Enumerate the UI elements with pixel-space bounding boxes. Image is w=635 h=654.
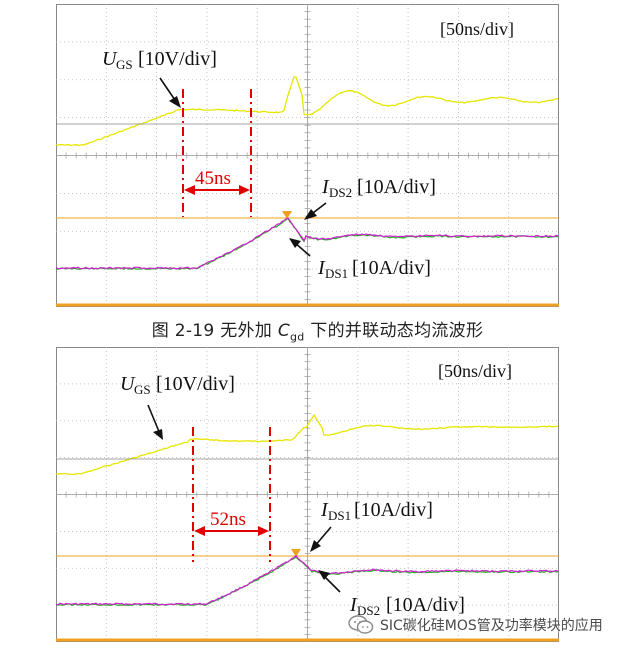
upper-current-arrow [304, 202, 327, 220]
watermark-text: SIC碳化硅MOS管及功率模块的应用 [380, 618, 603, 634]
lower-current-arrow [289, 238, 311, 257]
caption-variable: C [277, 321, 290, 341]
wechat-icon [348, 615, 374, 634]
ugs-arrow [147, 404, 163, 440]
ugs-subscript: GS [134, 382, 151, 397]
ids-trace-magenta [56, 217, 559, 270]
delay-arrow [194, 526, 269, 536]
ugs-arrow [159, 77, 181, 108]
lower-current-arrow [318, 570, 341, 593]
oscilloscope-figure-1: [50ns/div] U GS [10V/div] 45ns I DS2 [10… [56, 4, 559, 307]
lower-current-subscript: DS1 [325, 266, 348, 281]
lower-current-scale: [10A/div] [386, 594, 465, 616]
watermark: SIC碳化硅MOS管及功率模块的应用 [348, 612, 603, 638]
lower-current-scale: [10A/div] [352, 257, 431, 279]
upper-current-arrow [310, 526, 332, 552]
upper-current-label: I [320, 499, 329, 521]
ids-trace-magenta [56, 554, 559, 606]
figure-caption: 图 2-19 无外加 Cgd 下的并联动态均流波形 [0, 316, 635, 343]
upper-current-subscript: DS1 [328, 508, 351, 523]
lower-current-label: I [349, 594, 358, 616]
upper-current-scale: [10A/div] [357, 176, 436, 198]
lower-current-subscript: DS2 [357, 603, 380, 618]
lower-current-label: I [317, 257, 326, 279]
ugs-label: U [102, 48, 118, 70]
caption-subscript: gd [289, 330, 305, 344]
oscilloscope-screen-2: [50ns/div] U GS [10V/div] 52ns I DS1 [10… [56, 347, 559, 642]
ugs-scale: [10V/div] [156, 373, 235, 395]
caption-prefix: 图 2-19 无外加 [151, 321, 278, 341]
oscilloscope-figure-2: [50ns/div] U GS [10V/div] 52ns I DS1 [10… [56, 347, 559, 642]
timebase-label: [50ns/div] [440, 19, 514, 39]
upper-current-subscript: DS2 [329, 185, 352, 200]
upper-current-scale: [10A/div] [354, 499, 433, 521]
timebase-label: [50ns/div] [438, 361, 512, 381]
caption-suffix: 下的并联动态均流波形 [304, 321, 484, 341]
oscilloscope-screen-1: [50ns/div] U GS [10V/div] 45ns I DS2 [10… [56, 4, 559, 307]
delay-arrow [184, 185, 250, 195]
ugs-label: U [120, 373, 136, 395]
ugs-trace [56, 413, 558, 476]
trigger-marker [282, 211, 292, 219]
trigger-marker [291, 549, 301, 557]
delay-value: 45ns [195, 168, 231, 189]
delay-value: 52ns [210, 509, 246, 530]
upper-current-label: I [321, 176, 330, 198]
ugs-subscript: GS [116, 57, 133, 72]
ugs-scale: [10V/div] [138, 48, 217, 70]
